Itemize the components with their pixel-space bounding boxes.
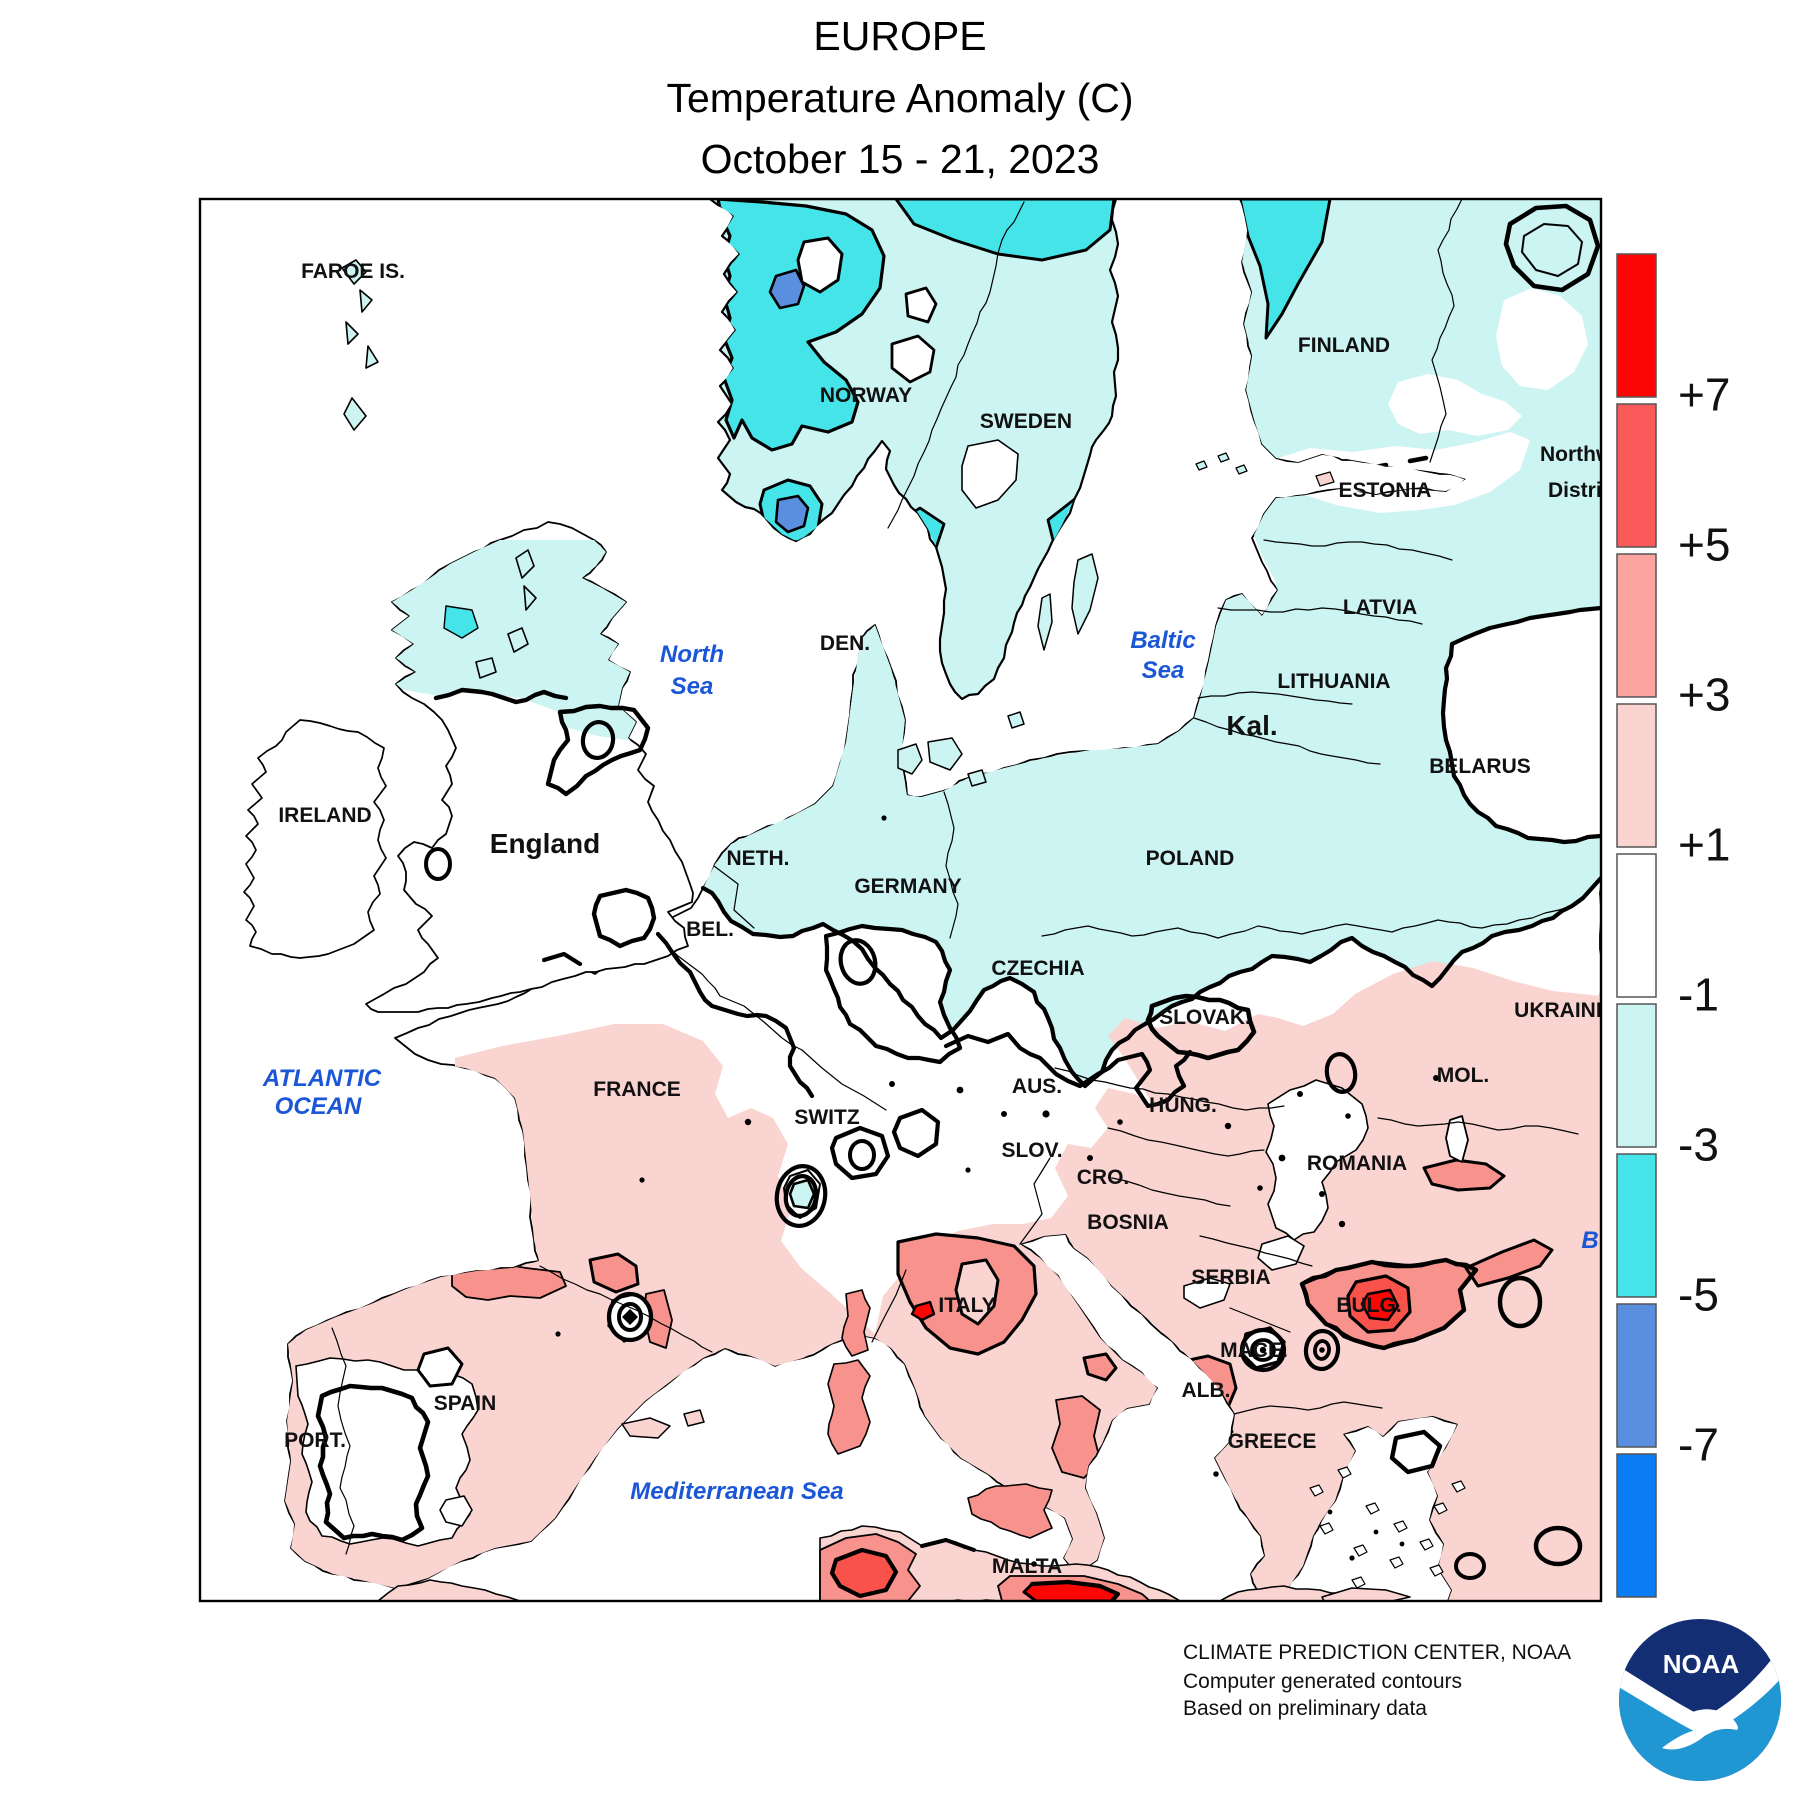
svg-text:-1: -1 bbox=[1678, 969, 1719, 1021]
svg-text:ESTONIA: ESTONIA bbox=[1339, 479, 1432, 502]
svg-text:Distri: Distri bbox=[1548, 479, 1602, 502]
svg-text:CZECHIA: CZECHIA bbox=[991, 957, 1084, 980]
svg-text:HUNG.: HUNG. bbox=[1149, 1094, 1217, 1117]
svg-text:Sea: Sea bbox=[1142, 657, 1185, 684]
svg-text:BULG.: BULG. bbox=[1336, 1294, 1401, 1317]
svg-text:-3: -3 bbox=[1678, 1119, 1719, 1171]
svg-text:AUS.: AUS. bbox=[1012, 1075, 1062, 1098]
svg-text:SWEDEN: SWEDEN bbox=[980, 410, 1072, 433]
svg-text:-7: -7 bbox=[1678, 1419, 1719, 1471]
svg-text:Northw: Northw bbox=[1540, 443, 1613, 466]
svg-text:Sea: Sea bbox=[671, 673, 714, 700]
svg-text:EUROPE: EUROPE bbox=[813, 13, 986, 59]
svg-text:Kal.: Kal. bbox=[1226, 710, 1277, 741]
svg-text:Based on preliminary data: Based on preliminary data bbox=[1183, 1697, 1427, 1720]
svg-text:SWITZ: SWITZ bbox=[794, 1106, 859, 1129]
svg-text:GREECE: GREECE bbox=[1228, 1430, 1317, 1453]
svg-text:FRANCE: FRANCE bbox=[593, 1078, 681, 1101]
svg-text:DEN.: DEN. bbox=[820, 632, 870, 655]
svg-text:SLOVAK.: SLOVAK. bbox=[1159, 1006, 1251, 1029]
svg-text:B: B bbox=[1581, 1227, 1598, 1254]
svg-text:MALTA: MALTA bbox=[992, 1555, 1062, 1578]
svg-text:ITALY: ITALY bbox=[938, 1294, 995, 1317]
svg-text:NETH.: NETH. bbox=[727, 847, 790, 870]
svg-text:SLOV.: SLOV. bbox=[1001, 1139, 1062, 1162]
svg-text:LATVIA: LATVIA bbox=[1343, 596, 1417, 619]
svg-text:FINLAND: FINLAND bbox=[1298, 334, 1390, 357]
svg-text:NOAA: NOAA bbox=[1663, 1649, 1740, 1679]
svg-text:FAROE IS.: FAROE IS. bbox=[301, 260, 405, 283]
svg-text:LITHUANIA: LITHUANIA bbox=[1277, 670, 1390, 693]
svg-text:OCEAN: OCEAN bbox=[275, 1093, 362, 1120]
svg-text:+1: +1 bbox=[1678, 819, 1730, 871]
svg-text:Temperature Anomaly (C): Temperature Anomaly (C) bbox=[666, 75, 1133, 121]
svg-text:October 15 - 21, 2023: October 15 - 21, 2023 bbox=[701, 136, 1100, 182]
svg-text:MOL.: MOL. bbox=[1437, 1064, 1490, 1087]
svg-text:-5: -5 bbox=[1678, 1269, 1719, 1321]
svg-text:+3: +3 bbox=[1678, 669, 1730, 721]
svg-text:MACE.: MACE. bbox=[1220, 1339, 1288, 1362]
svg-text:CRO.: CRO. bbox=[1077, 1166, 1130, 1189]
svg-text:ALB.: ALB. bbox=[1182, 1379, 1231, 1402]
svg-text:BEL.: BEL. bbox=[686, 918, 734, 941]
svg-text:POLAND: POLAND bbox=[1146, 847, 1235, 870]
svg-text:ROMANIA: ROMANIA bbox=[1307, 1152, 1407, 1175]
svg-text:Mediterranean Sea: Mediterranean Sea bbox=[630, 1478, 843, 1505]
svg-text:UKRAINE: UKRAINE bbox=[1514, 999, 1610, 1022]
svg-text:GERMANY: GERMANY bbox=[854, 875, 961, 898]
svg-text:IRELAND: IRELAND bbox=[278, 804, 371, 827]
svg-text:Computer generated contours: Computer generated contours bbox=[1183, 1670, 1462, 1693]
svg-text:NORWAY: NORWAY bbox=[820, 384, 912, 407]
svg-text:ATLANTIC: ATLANTIC bbox=[262, 1065, 382, 1092]
svg-text:BELARUS: BELARUS bbox=[1429, 755, 1531, 778]
svg-text:England: England bbox=[490, 828, 600, 859]
svg-text:SERBIA: SERBIA bbox=[1191, 1266, 1270, 1289]
svg-text:Baltic: Baltic bbox=[1130, 627, 1195, 654]
svg-text:PORT.: PORT. bbox=[284, 1429, 346, 1452]
svg-text:+5: +5 bbox=[1678, 519, 1730, 571]
svg-text:+7: +7 bbox=[1678, 369, 1730, 421]
svg-text:SPAIN: SPAIN bbox=[434, 1392, 497, 1415]
svg-text:North: North bbox=[660, 641, 724, 668]
svg-text:CLIMATE PREDICTION CENTER, NOA: CLIMATE PREDICTION CENTER, NOAA bbox=[1183, 1641, 1571, 1664]
svg-text:BOSNIA: BOSNIA bbox=[1087, 1211, 1169, 1234]
